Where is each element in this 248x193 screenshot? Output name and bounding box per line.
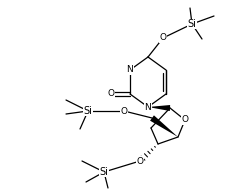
- Text: O: O: [136, 157, 144, 166]
- Text: Si: Si: [99, 167, 108, 177]
- Text: O: O: [159, 34, 166, 42]
- Text: O: O: [121, 107, 127, 115]
- Polygon shape: [150, 115, 178, 137]
- Polygon shape: [148, 105, 170, 111]
- Text: O: O: [182, 115, 188, 124]
- Text: Si: Si: [187, 19, 196, 29]
- Text: Si: Si: [84, 106, 93, 116]
- Text: N: N: [145, 102, 151, 112]
- Text: N: N: [127, 65, 133, 74]
- Text: O: O: [107, 90, 115, 98]
